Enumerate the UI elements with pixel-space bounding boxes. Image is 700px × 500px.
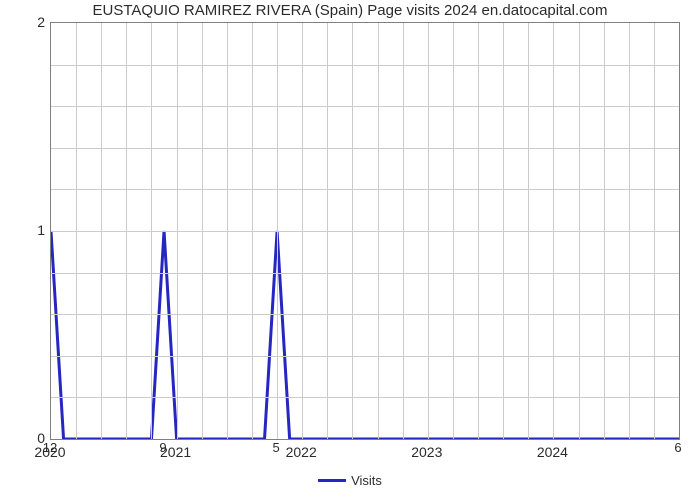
y-tick-label: 2 (5, 14, 45, 30)
gridline-h (51, 189, 679, 190)
plot-area (50, 22, 680, 440)
gridline-h (51, 397, 679, 398)
chart-title: EUSTAQUIO RAMIREZ RIVERA (Spain) Page vi… (0, 2, 700, 19)
gridline-v (579, 23, 580, 439)
x-tick-label: 2022 (286, 444, 317, 460)
gridline-v (101, 23, 102, 439)
gridline-v (453, 23, 454, 439)
gridline-v (302, 23, 303, 439)
gridline-v (654, 23, 655, 439)
gridline-v (503, 23, 504, 439)
gridline-v (553, 23, 554, 439)
gridline-v (151, 23, 152, 439)
legend-label: Visits (351, 473, 382, 488)
gridline-v (478, 23, 479, 439)
x-tick-label: 2024 (537, 444, 568, 460)
gridline-h (51, 314, 679, 315)
gridline-h (51, 65, 679, 66)
legend: Visits (0, 472, 700, 488)
gridline-v (76, 23, 77, 439)
legend-swatch (318, 479, 346, 482)
data-point-label: 9 (159, 440, 166, 455)
gridline-v (528, 23, 529, 439)
gridline-v (252, 23, 253, 439)
data-point-label: 6 (674, 440, 681, 455)
gridline-v (277, 23, 278, 439)
gridline-h (51, 106, 679, 107)
gridline-h (51, 356, 679, 357)
gridline-v (428, 23, 429, 439)
gridline-h (51, 231, 679, 232)
data-point-label: 5 (272, 440, 279, 455)
gridline-v (202, 23, 203, 439)
gridline-v (227, 23, 228, 439)
gridline-h (51, 148, 679, 149)
gridline-v (403, 23, 404, 439)
gridline-v (378, 23, 379, 439)
gridline-v (352, 23, 353, 439)
gridline-v (177, 23, 178, 439)
gridline-h (51, 273, 679, 274)
gridline-v (629, 23, 630, 439)
x-tick-label: 2023 (411, 444, 442, 460)
gridline-v (604, 23, 605, 439)
chart-container: EUSTAQUIO RAMIREZ RIVERA (Spain) Page vi… (0, 0, 700, 500)
data-point-label: 12 (43, 440, 57, 455)
gridline-v (126, 23, 127, 439)
y-tick-label: 1 (5, 222, 45, 238)
gridline-v (327, 23, 328, 439)
